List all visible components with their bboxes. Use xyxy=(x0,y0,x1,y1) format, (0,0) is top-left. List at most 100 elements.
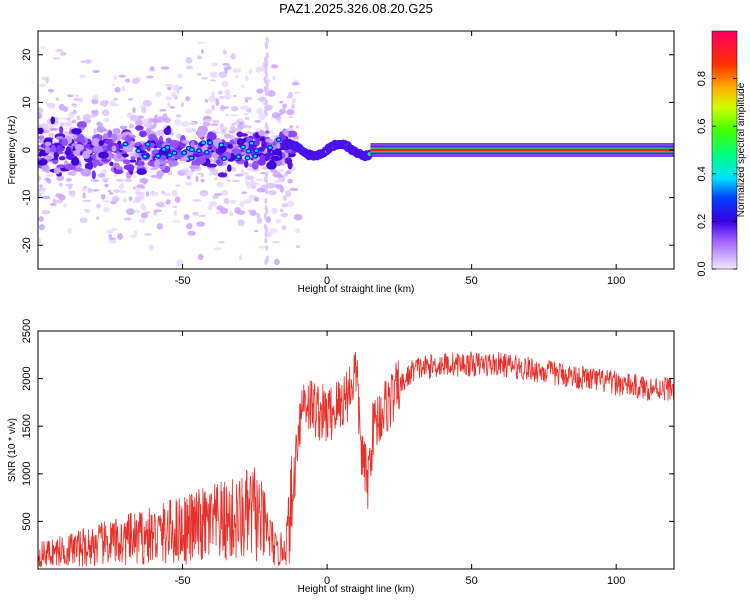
spectrogram-blob xyxy=(80,168,92,177)
spectrogram-speckle xyxy=(214,177,218,180)
spectrogram-speckle xyxy=(163,193,172,196)
spectrogram-speckle xyxy=(145,191,150,197)
spectrogram-speckle xyxy=(273,258,280,266)
spectrogram-speckle xyxy=(258,245,266,249)
spectrogram-blob xyxy=(91,138,101,147)
spectrogram-blob xyxy=(284,157,293,165)
spectrogram-main-line xyxy=(280,138,674,162)
spectrogram-blob xyxy=(61,138,68,146)
snr-x-ticks: -50 0 50 100 xyxy=(175,331,625,587)
spectrogram-speckle xyxy=(209,79,216,82)
spectrogram-speckle xyxy=(255,66,262,73)
spectrogram-speckle xyxy=(112,189,121,194)
spectrogram-blob xyxy=(236,138,245,146)
spectrogram-speckle xyxy=(171,205,178,209)
spectrogram-speckle xyxy=(58,182,64,187)
spectrogram-blob xyxy=(111,133,118,142)
spectrogram-speckle xyxy=(90,179,100,182)
spectrogram-blob xyxy=(129,159,137,163)
spectrogram-speckle xyxy=(140,203,145,211)
spectrogram-blob xyxy=(196,130,205,138)
spectrogram-speckle xyxy=(180,121,190,127)
spectrogram-speckle xyxy=(258,113,266,121)
spectrogram-blob xyxy=(190,140,195,150)
spectrogram-speckle xyxy=(235,127,243,132)
spectrogram-speckle xyxy=(91,109,95,115)
spectrogram-speckle xyxy=(207,95,217,103)
spectrogram-speckle xyxy=(146,75,154,79)
spectrogram-blob xyxy=(236,131,244,138)
spectrogram-speckle xyxy=(79,217,88,223)
spectrogram-speckle xyxy=(80,60,86,64)
spectrogram-speckle xyxy=(117,233,123,240)
spectrogram-blob xyxy=(272,148,282,158)
spectrogram-blob xyxy=(145,127,152,134)
spectrogram-speckle xyxy=(243,112,249,116)
spectrogram-blob xyxy=(129,170,134,175)
spectrogram-blob xyxy=(44,145,51,154)
spectrogram-x-tick-label: -50 xyxy=(175,275,191,287)
spectrogram-speckle xyxy=(273,179,281,184)
spectrogram-speckle xyxy=(183,213,190,221)
spectrogram-speckle xyxy=(234,74,239,79)
spectrogram-blob xyxy=(258,146,265,152)
spectrogram-speckle xyxy=(40,46,46,50)
spectrogram-speckle xyxy=(216,211,220,215)
spectrogram-speckle xyxy=(118,74,126,78)
spectrogram-speckle xyxy=(150,174,159,178)
spectrogram-speckle xyxy=(267,182,275,189)
spectrogram-speckle xyxy=(128,196,133,201)
spectrogram-speckle xyxy=(76,115,81,121)
spectrogram-speckle xyxy=(275,184,284,189)
spectrogram-speckle xyxy=(221,80,229,88)
spectrogram-speckle xyxy=(195,175,199,183)
spectrogram-streak xyxy=(264,205,268,212)
spectrogram-speckle xyxy=(210,71,218,79)
spectrogram-speckle xyxy=(175,114,182,118)
snr-series-line xyxy=(38,350,674,568)
spectrogram-speckle xyxy=(121,87,126,92)
spectrogram-blob xyxy=(231,148,241,155)
spectrogram-speckle xyxy=(55,97,60,102)
spectrogram-speckle xyxy=(224,88,231,95)
spectrogram-main-line-core xyxy=(370,148,674,152)
spectrogram-streak xyxy=(264,197,268,204)
spectrogram-blob xyxy=(244,160,249,168)
spectrogram-blob xyxy=(159,154,167,161)
spectrogram-blob xyxy=(38,159,48,166)
spectrogram-speckle xyxy=(79,74,87,78)
spectrogram-speckle xyxy=(223,197,230,205)
spectrogram-speckle xyxy=(122,197,127,203)
spectrogram-speckle xyxy=(238,254,243,261)
spectrogram-speckle xyxy=(185,65,194,70)
spectrogram-bright-core xyxy=(197,149,201,153)
spectrogram-speckle xyxy=(138,218,146,224)
spectrogram-speckle xyxy=(64,183,74,187)
spectrogram-speckle xyxy=(105,100,109,103)
spectrogram-blob xyxy=(38,139,44,143)
spectrogram-blob xyxy=(130,156,136,161)
spectrogram-blob xyxy=(59,126,64,135)
spectrogram-speckle xyxy=(291,82,300,86)
spectrogram-speckle xyxy=(281,203,289,208)
spectrogram-blob xyxy=(268,159,276,167)
spectrogram-blob xyxy=(82,150,91,159)
spectrogram-speckle xyxy=(196,221,205,227)
spectrogram-speckle xyxy=(126,208,135,216)
spectrogram-streak xyxy=(265,82,269,89)
spectrogram-speckle xyxy=(245,167,255,171)
spectrogram-blob xyxy=(98,151,109,159)
spectrogram-bright-core xyxy=(241,145,245,149)
spectrogram-speckle xyxy=(38,216,44,222)
spectrogram-speckle xyxy=(54,49,64,52)
spectrogram-speckle xyxy=(100,168,107,175)
spectrogram-streak xyxy=(265,257,269,264)
spectrogram-speckle xyxy=(129,115,139,122)
spectrogram-streak xyxy=(265,125,269,132)
spectrogram-speckle xyxy=(113,197,120,201)
spectrogram-speckle xyxy=(113,75,117,80)
spectrogram-speckle xyxy=(256,187,266,193)
spectrogram-speckle xyxy=(100,193,106,200)
spectrogram-speckle xyxy=(207,205,213,210)
spectrogram-blob xyxy=(154,159,161,168)
